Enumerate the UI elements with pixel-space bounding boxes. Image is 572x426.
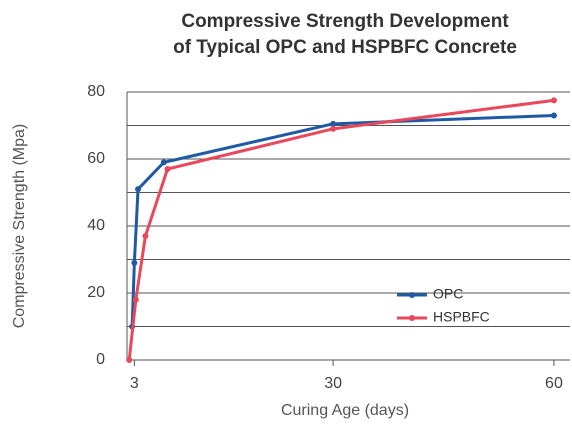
- x-tick-label: 60: [545, 375, 563, 392]
- chart-title: of Typical OPC and HSPBFC Concrete: [173, 37, 517, 58]
- point: [330, 120, 337, 127]
- point: [126, 357, 133, 363]
- point: [550, 97, 557, 104]
- x-tick-label: 3: [130, 375, 139, 392]
- x-axis-label: Curing Age (days): [281, 402, 409, 419]
- legend-label: OPC: [433, 286, 463, 302]
- legend-label: HSPBFC: [433, 309, 490, 325]
- point: [135, 186, 142, 193]
- point: [132, 296, 139, 303]
- chart-title: Compressive Strength Development: [181, 11, 509, 32]
- y-tick-label: 20: [87, 284, 105, 301]
- y-tick-label: 80: [87, 83, 105, 100]
- x-tick-label: 30: [324, 375, 342, 392]
- y-tick-label: 0: [96, 351, 105, 368]
- line: [130, 113, 555, 327]
- y-tick-label: 60: [87, 150, 105, 167]
- point: [164, 166, 171, 173]
- legend-swatch: [409, 315, 415, 321]
- point: [131, 259, 138, 266]
- point: [142, 233, 149, 240]
- y-axis-label: Compressive Strength (Mpa): [11, 124, 28, 329]
- point: [550, 112, 557, 119]
- point: [160, 159, 167, 166]
- point: [330, 125, 337, 132]
- legend-swatch: [409, 292, 415, 298]
- y-tick-label: 40: [87, 217, 105, 234]
- line: [127, 98, 555, 361]
